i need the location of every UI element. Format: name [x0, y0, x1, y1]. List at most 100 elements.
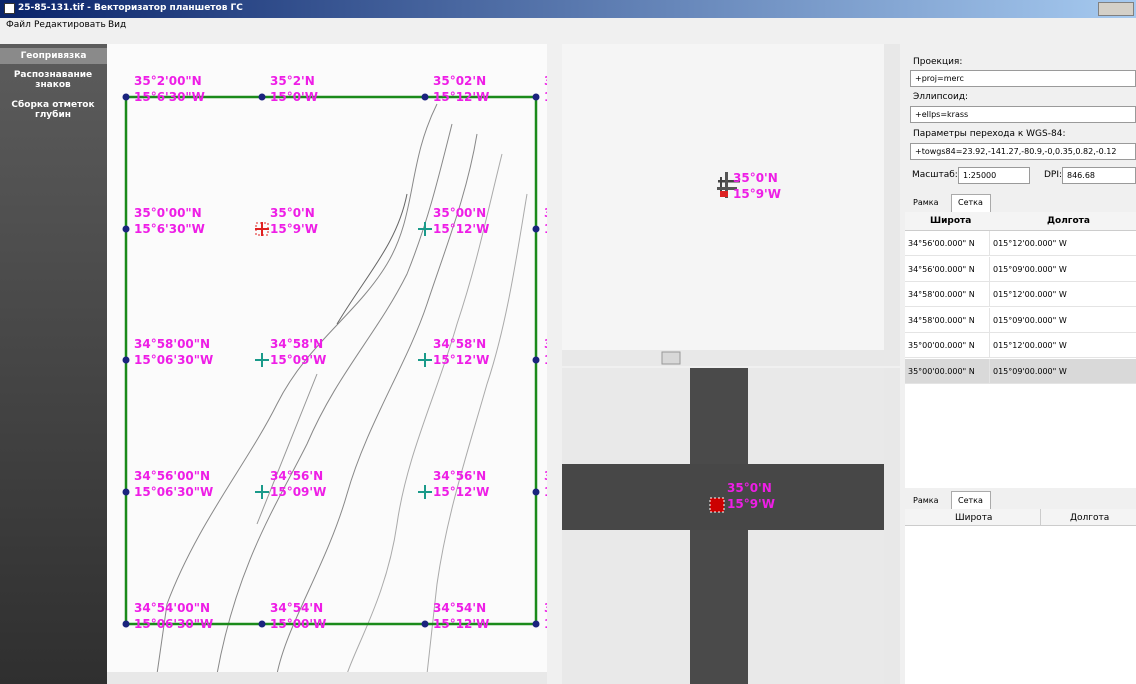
- lon-label: 15°00'W: [270, 617, 326, 631]
- lon-label: 15°12'W: [433, 353, 489, 367]
- grid-point: [422, 94, 429, 101]
- sidebar-item[interactable]: Геопривязка: [0, 48, 107, 64]
- window-buttons[interactable]: [1098, 2, 1134, 16]
- ellipsoid-combo[interactable]: +ellps=krass: [910, 106, 1136, 123]
- projection-combo[interactable]: +proj=merc: [910, 70, 1136, 87]
- lon-label: 15°06'30"W: [134, 353, 213, 367]
- table-row[interactable]: 35°00'00.000" N 015°12'00.000" W: [905, 333, 1136, 358]
- lat-label: 34°56'N: [433, 469, 486, 483]
- table-row[interactable]: 34°56'00.000" N 015°09'00.000" W: [905, 257, 1136, 282]
- grid-point: [123, 226, 130, 233]
- grid-point: [123, 357, 130, 364]
- zoom-label: 35°0'N: [733, 171, 778, 185]
- lon-label: 15°0'W: [270, 90, 318, 104]
- cell: 015°09'00.000" W: [993, 308, 1067, 333]
- zoom-label: 15°9'W: [733, 187, 781, 201]
- grid-point: [533, 226, 540, 233]
- menu-item[interactable]: Вид: [108, 20, 126, 30]
- grid-point: [123, 621, 130, 628]
- grid-point: [533, 357, 540, 364]
- cell: 35°00'00.000" N: [908, 333, 975, 358]
- label: DPI:: [1044, 170, 1062, 180]
- column-header: Долгота: [1070, 513, 1109, 523]
- cell: 015°12'00.000" W: [993, 333, 1067, 358]
- lon-label: 15°12'W: [433, 222, 489, 236]
- lon-label: 15°12'W: [433, 617, 489, 631]
- lon-label: 15°09'W: [270, 485, 326, 499]
- cell: 015°09'00.000" W: [993, 359, 1067, 384]
- label: Проекция:: [913, 57, 962, 67]
- tab[interactable]: Сетка: [958, 496, 983, 505]
- sidebar-item[interactable]: Сборка отметок глубин: [8, 100, 98, 120]
- cell: 015°09'00.000" W: [993, 257, 1067, 282]
- scrollbar[interactable]: [884, 44, 900, 352]
- grid-point: [259, 94, 266, 101]
- lon-label: 15°06'30"W: [134, 617, 213, 631]
- column-header: Широта: [955, 513, 992, 523]
- lat-label: 35°00'N: [433, 206, 486, 220]
- table-row[interactable]: 35°00'00.000" N 015°09'00.000" W: [905, 359, 1136, 384]
- title-bar: 25-85-131.tif - Векторизатор планшетов Г…: [0, 0, 1136, 18]
- label: Эллипсоид:: [913, 92, 968, 102]
- lat-label: 34°56'00"N: [134, 469, 210, 483]
- lat-label: 34°58'N: [270, 337, 323, 351]
- lat-label: 34°54'00"N: [134, 601, 210, 615]
- cell: 015°12'00.000" W: [993, 231, 1067, 256]
- lat-label: 35°2'00"N: [134, 74, 202, 88]
- lon-label: 15°12'W: [433, 485, 489, 499]
- cell: 34°56'00.000" N: [908, 257, 975, 282]
- lat-label: 34°54'N: [433, 601, 486, 615]
- cell: 34°56'00.000" N: [908, 231, 975, 256]
- zoom-view[interactable]: 35°0'N 15°9'W: [562, 44, 900, 366]
- scrollbar[interactable]: [547, 44, 560, 684]
- zoom-label: 35°0'N: [727, 481, 772, 495]
- menu-bar: Файл Редактировать Вид: [0, 18, 1136, 32]
- lat-label: 35°0'00"N: [134, 206, 202, 220]
- lon-label: 15°9'W: [270, 222, 318, 236]
- lon-label: 15°6'30"W: [134, 90, 205, 104]
- lat-label: 34°56'N: [270, 469, 323, 483]
- grid-point: [422, 621, 429, 628]
- column-header: Широта: [930, 216, 971, 226]
- app: 25-85-131.tif - Векторизатор планшетов Г…: [0, 0, 1136, 684]
- lat-label: 34°58'N: [433, 337, 486, 351]
- column-header: Долгота: [1047, 216, 1090, 226]
- wgs-field[interactable]: +towgs84=23.92,-141.27,-80.9,-0,0.35,0.8…: [910, 143, 1136, 160]
- lat-label: 35°2'N: [270, 74, 315, 88]
- grid-point: [123, 489, 130, 496]
- scrollbar[interactable]: [562, 350, 900, 366]
- app-icon: [4, 3, 15, 14]
- zoom-label: 15°9'W: [727, 497, 775, 511]
- lon-label: 15°6'30"W: [134, 222, 205, 236]
- lat-label: 35°02'N: [433, 74, 486, 88]
- tab[interactable]: Сетка: [958, 198, 983, 207]
- grid-point: [533, 94, 540, 101]
- tab[interactable]: Рамка: [913, 198, 939, 207]
- sidebar: [0, 44, 107, 684]
- table-row[interactable]: 34°56'00.000" N 015°12'00.000" W: [905, 231, 1136, 256]
- second-table: [905, 509, 1136, 684]
- magnified-view[interactable]: 35°0'N 15°9'W: [562, 368, 900, 684]
- lon-label: 15°06'30"W: [134, 485, 213, 499]
- map-view[interactable]: 35°2'00"N 15°6'30"W 35°2'N 15°0'W 35°02'N 15°…: [107, 44, 560, 684]
- label: Параметры перехода к WGS-84:: [913, 129, 1065, 139]
- scrollbar[interactable]: [884, 368, 900, 684]
- lat-label: 35°0'N: [270, 206, 315, 220]
- dpi-field[interactable]: 846.68: [1062, 167, 1136, 184]
- table-row[interactable]: 34°58'00.000" N 015°12'00.000" W: [905, 282, 1136, 307]
- scrollbar[interactable]: [107, 672, 560, 684]
- sidebar-item[interactable]: Распознавание знаков: [8, 70, 98, 90]
- grid-point: [533, 489, 540, 496]
- cell: 015°12'00.000" W: [993, 282, 1067, 307]
- tab[interactable]: Рамка: [913, 496, 939, 505]
- scale-field[interactable]: 1:25000: [958, 167, 1030, 184]
- lat-label: 34°54'N: [270, 601, 323, 615]
- menu-item[interactable]: Редактировать: [34, 20, 106, 30]
- menu-item[interactable]: Файл: [6, 20, 31, 30]
- cell: 35°00'00.000" N: [908, 359, 975, 384]
- grid-point: [259, 621, 266, 628]
- lat-label: 34°58'00"N: [134, 337, 210, 351]
- cell: 34°58'00.000" N: [908, 282, 975, 307]
- lon-label: 15°09'W: [270, 353, 326, 367]
